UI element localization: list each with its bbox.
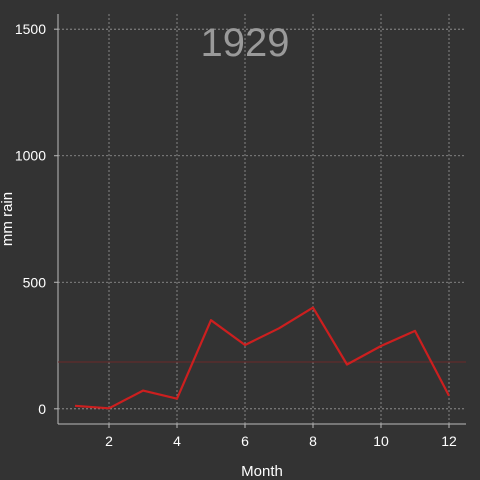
rainfall-series-line: [74, 306, 450, 410]
y-tick-label: 500: [23, 274, 47, 290]
x-tick-label: 10: [373, 433, 389, 449]
y-tick-label: 1500: [15, 21, 46, 37]
y-axis-title: mm rain: [0, 192, 16, 246]
series-layer: [74, 306, 450, 410]
grid: [58, 14, 466, 424]
year-annotation: 1929: [201, 21, 290, 65]
tick-labels: 2 4 6 8 10 12 0 500 1000 1500: [15, 21, 457, 449]
x-tick-label: 8: [309, 433, 317, 449]
x-axis-title: Month: [241, 463, 283, 480]
y-tick-label: 1000: [15, 148, 46, 164]
x-tick-label: 4: [173, 433, 181, 449]
x-tick-label: 6: [241, 433, 249, 449]
x-tick-label: 12: [441, 433, 457, 449]
axes: [54, 14, 466, 428]
x-tick-label: 2: [105, 433, 113, 449]
y-tick-label: 0: [38, 401, 46, 417]
